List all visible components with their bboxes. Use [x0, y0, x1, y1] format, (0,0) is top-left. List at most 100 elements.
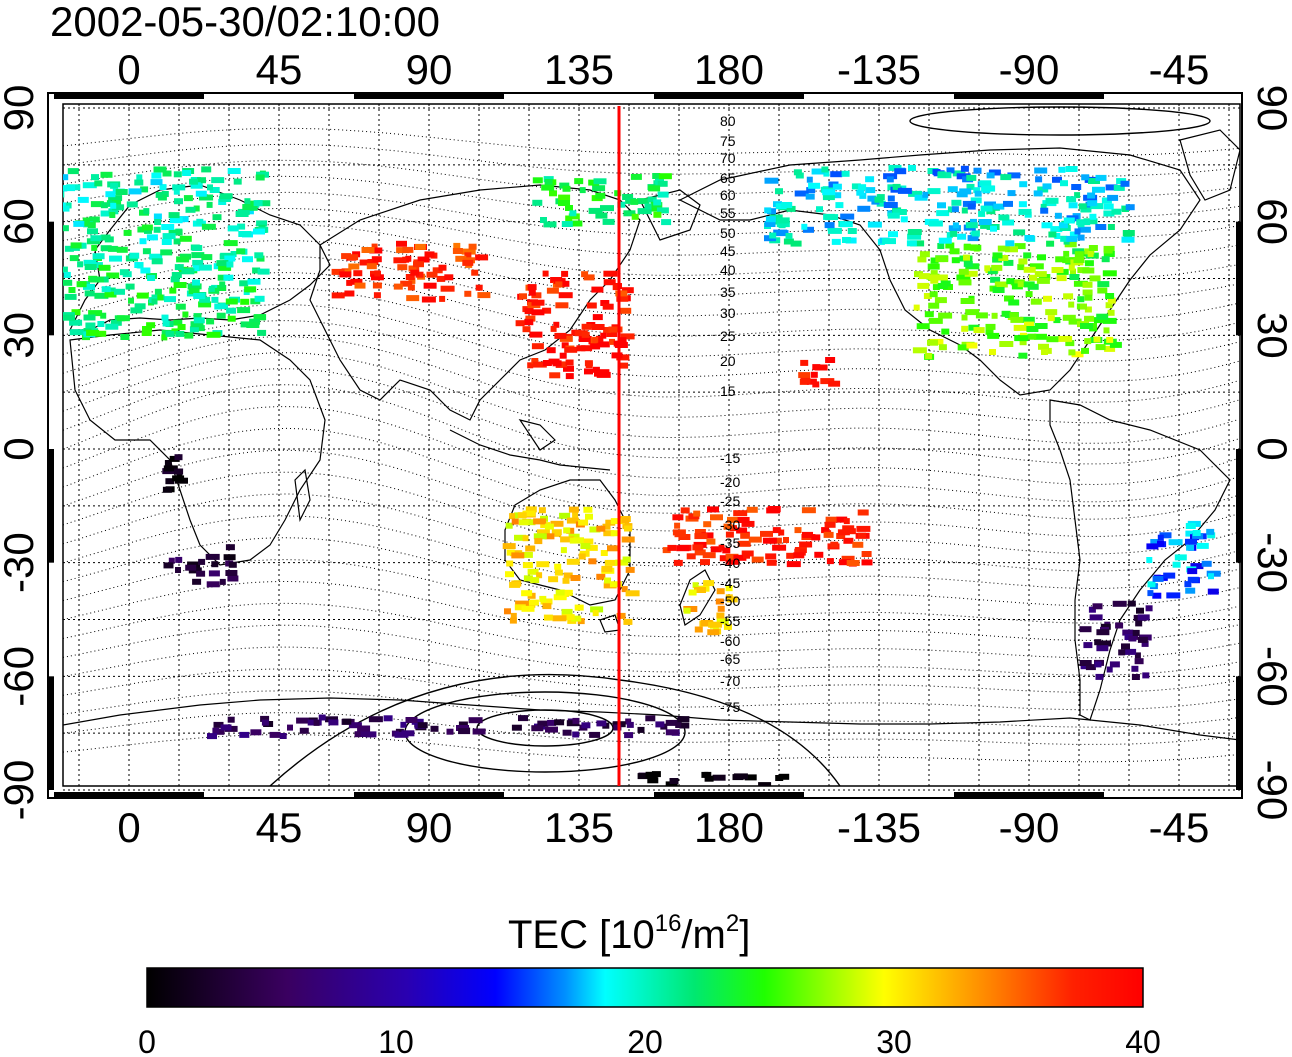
- tec-cell: [190, 321, 204, 328]
- tec-cell: [736, 527, 748, 534]
- tec-cell: [625, 566, 635, 573]
- tec-cell: [675, 722, 682, 728]
- tec-cell: [887, 195, 895, 202]
- tec-cell: [856, 525, 871, 532]
- frame-bar-bottom: [54, 792, 204, 798]
- contour-label: -15: [720, 450, 740, 466]
- tec-cell: [778, 222, 786, 229]
- tec-cell: [146, 322, 156, 329]
- tec-cell: [184, 332, 194, 339]
- tec-cell: [625, 718, 632, 725]
- tec-cell: [592, 610, 599, 617]
- tec-cell: [1018, 352, 1028, 359]
- tec-cell: [775, 188, 783, 195]
- tec-cell: [811, 168, 825, 175]
- tec-cell: [1134, 658, 1144, 665]
- tec-cell: [827, 227, 842, 234]
- tec-cell: [438, 264, 447, 271]
- tec-cell: [603, 270, 618, 277]
- tec-cell: [90, 235, 102, 242]
- tec-cell: [128, 297, 134, 304]
- tec-cell: [346, 279, 353, 286]
- tec-cell: [716, 618, 729, 625]
- tec-cell: [847, 528, 856, 535]
- tec-cell: [1201, 560, 1212, 567]
- tec-cell: [230, 251, 237, 257]
- tec-cell: [206, 331, 221, 338]
- tec-cell: [1034, 167, 1048, 174]
- tec-cell: [201, 223, 216, 230]
- tec-cell: [107, 287, 116, 294]
- tec-cell: [206, 201, 213, 208]
- tec-cell: [458, 728, 471, 735]
- tec-cell: [1074, 228, 1081, 235]
- tec-cell: [786, 205, 796, 212]
- tec-cell: [1080, 303, 1087, 310]
- tec-cell: [1047, 315, 1055, 322]
- tec-cell: [472, 728, 486, 735]
- tec-cell: [596, 720, 607, 727]
- tec-cell: [1102, 317, 1117, 324]
- tec-cell: [1062, 314, 1076, 321]
- tec-cell: [547, 719, 557, 726]
- tec-cell: [835, 202, 844, 209]
- latitude-label: 0: [1249, 437, 1292, 460]
- tec-cell: [218, 264, 232, 271]
- tec-cell: [533, 518, 547, 525]
- tec-cell: [1066, 235, 1078, 242]
- tec-cell: [373, 292, 381, 299]
- tec-cell: [253, 228, 265, 235]
- tec-cell: [511, 552, 525, 559]
- tec-cell: [665, 729, 679, 736]
- tec-cell: [149, 253, 163, 260]
- tec-cell: [563, 365, 574, 372]
- tec-cell: [201, 254, 213, 261]
- tec-cell: [1046, 240, 1055, 247]
- tec-cell: [1027, 333, 1037, 340]
- tec-cell: [991, 264, 1003, 271]
- tec-cell: [527, 284, 537, 291]
- tec-cell: [134, 303, 146, 310]
- tec-cell: [77, 196, 89, 203]
- tec-cell: [114, 288, 125, 295]
- tec-cell: [1030, 298, 1042, 305]
- tec-cell: [572, 717, 580, 724]
- tec-cell: [1051, 267, 1064, 273]
- tec-cell: [963, 260, 973, 267]
- tec-cell: [238, 231, 252, 237]
- tec-cell: [1005, 246, 1018, 253]
- tec-cell: [423, 282, 437, 289]
- tec-cell: [802, 531, 813, 538]
- tec-cell: [153, 213, 162, 220]
- frame-bar-bottom: [954, 792, 1104, 798]
- tec-cell: [73, 220, 85, 227]
- tec-cell: [830, 541, 839, 548]
- tec-cell: [1084, 338, 1092, 345]
- tec-cell: [719, 555, 726, 562]
- tec-cell: [171, 328, 179, 335]
- tec-cell: [1063, 250, 1070, 257]
- tec-cell: [168, 557, 175, 564]
- contour-label: 40: [720, 262, 736, 278]
- tec-cell: [198, 558, 206, 565]
- tec-cell: [260, 715, 270, 722]
- tec-cell: [1003, 200, 1013, 207]
- tec-cell: [980, 222, 991, 229]
- tec-cell: [1068, 202, 1078, 209]
- tec-cell: [1081, 347, 1089, 354]
- tec-cell: [769, 214, 783, 221]
- tec-cell: [882, 238, 896, 245]
- tec-cell: [786, 561, 801, 568]
- tec-cell: [800, 359, 809, 366]
- tec-cell: [779, 773, 790, 780]
- tec-cell: [1207, 532, 1216, 539]
- tec-cell: [400, 721, 407, 728]
- tec-cell: [189, 326, 199, 333]
- tec-cell: [350, 278, 363, 285]
- contour-line: [63, 127, 1240, 157]
- tec-cell: [1003, 259, 1014, 266]
- tec-cell: [998, 255, 1009, 261]
- tec-cell: [608, 326, 623, 333]
- latitude-label: -30: [1249, 532, 1292, 593]
- tec-cell: [331, 268, 345, 275]
